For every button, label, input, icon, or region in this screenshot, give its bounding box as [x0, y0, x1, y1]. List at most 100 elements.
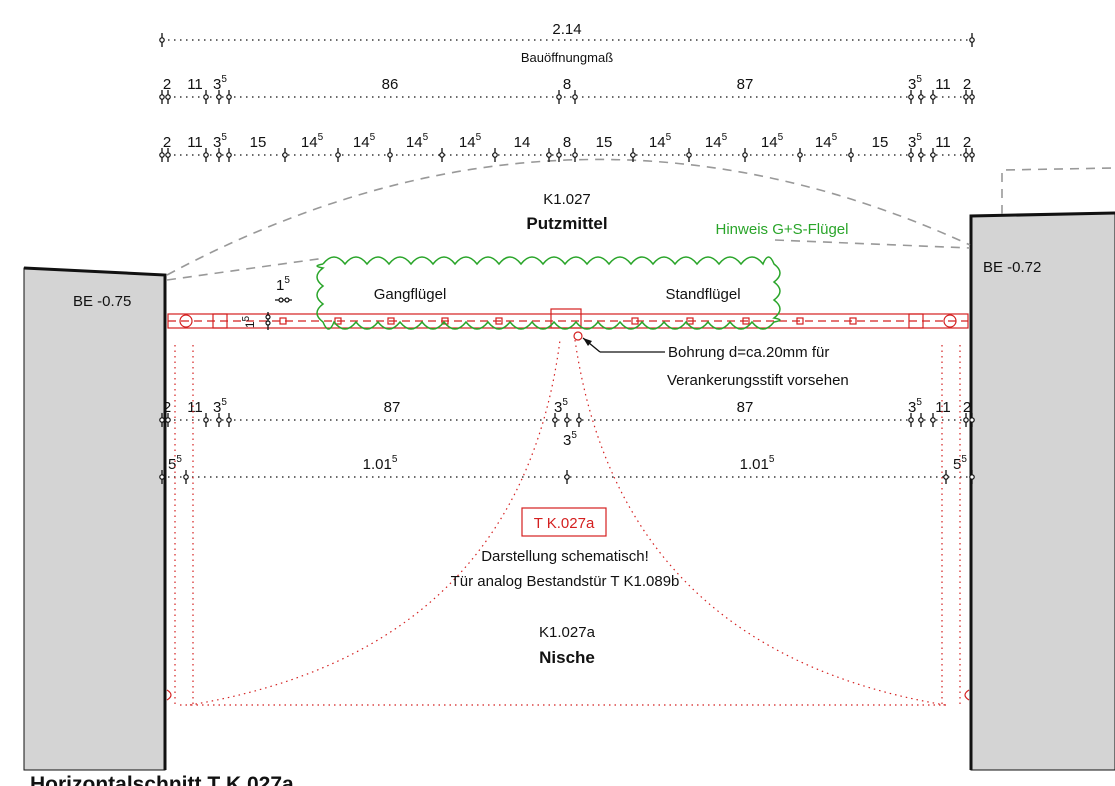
dimension-marker: [797, 152, 803, 158]
dimension-marker: [969, 417, 975, 423]
dimension-marker: [556, 152, 562, 158]
hint-green: Hinweis G+S-Flügel: [716, 221, 849, 238]
revision-cloud: [316, 256, 781, 330]
drill-leader: [582, 337, 665, 353]
dimension-marker: [969, 94, 975, 100]
dimension-label: 87: [384, 399, 401, 416]
dimension-label: 11: [187, 134, 203, 151]
dimension-label: 2: [163, 399, 171, 416]
door-tag-box: [521, 507, 607, 537]
level-right: BE -0.72: [983, 259, 1041, 276]
dimension-marker: [943, 474, 949, 480]
dimension-marker: [572, 152, 578, 158]
dimension-label: 15: [596, 134, 613, 151]
dimension-label: 145: [353, 132, 376, 151]
dimension-marker: [963, 94, 969, 100]
dimension-marker: [546, 152, 552, 158]
dimension-row-3: 2 11 35 15 145 145 145 145 14 8 15 145 145 145 145 15 35…: [159, 132, 975, 162]
frame-anchor: [849, 317, 857, 325]
dimension-row-2: 2 11 35 86 8 87 35 11 2: [159, 74, 975, 104]
room-number-bottom: K1.027a: [539, 624, 596, 641]
dimension-label: 35: [908, 397, 922, 416]
dimension-marker: [908, 94, 914, 100]
dimension-label: 35: [908, 132, 922, 151]
right-wall: [970, 212, 1115, 771]
dimension-label: 8: [563, 134, 571, 151]
dimension-row-lower-1: 2 11 35 87 35 87 35 11 2 35: [159, 397, 975, 449]
walls: [23, 167, 1115, 771]
dimension-marker: [963, 152, 969, 158]
dimension-label: 55: [953, 454, 967, 473]
dimension-marker: [165, 94, 171, 100]
dimension-label: 1.015: [740, 454, 775, 473]
dimension-marker: [556, 94, 562, 100]
dimension-label: 87: [737, 399, 754, 416]
dimension-label: 145: [406, 132, 429, 151]
dimension-marker: [918, 94, 924, 100]
dimension-marker: [969, 152, 975, 158]
dimension-label: 14: [514, 134, 531, 151]
dimension-marker: [282, 152, 288, 158]
frame-anchor: [334, 317, 342, 325]
dimension-label: 145: [705, 132, 728, 151]
dimension-marker: [908, 417, 914, 423]
dimension-label: 35: [213, 397, 227, 416]
drawing-title: Horizontalschnitt T K.027a: [30, 773, 294, 786]
dimension-row-lower-2: 55 1.015 1.015 55: [159, 454, 975, 484]
dimension-label: 86: [382, 76, 399, 93]
dimension-marker: [159, 474, 165, 480]
dimension-label: 145: [459, 132, 482, 151]
dimension-label: 2: [163, 76, 171, 93]
dimension-label: 15: [872, 134, 889, 151]
frame-anchor: [631, 317, 639, 325]
drill-note-line1: Bohrung d=ca.20mm für: [668, 344, 829, 361]
dimension-label: 11: [935, 134, 951, 151]
dimension-marker: [203, 94, 209, 100]
dimension-label: 145: [761, 132, 784, 151]
dimension-marker: [742, 152, 748, 158]
svg-text:15: 15: [241, 315, 257, 328]
leaf-left-label: Gangflügel: [374, 286, 447, 303]
dimension-label: 145: [301, 132, 324, 151]
dimension-label: 145: [649, 132, 672, 151]
dimension-marker: [963, 417, 969, 423]
dimension-marker: [572, 94, 578, 100]
dimension-label: 2: [963, 76, 971, 93]
dimension-row-overall: 2.14 Bauöffnungmaß: [159, 21, 975, 65]
dimension-marker: [686, 152, 692, 158]
left-wall: [23, 267, 166, 771]
leaf-right-label: Standflügel: [665, 286, 740, 303]
dimension-label: 87: [737, 76, 754, 93]
dimension-marker: [930, 152, 936, 158]
room-number-top: K1.027: [543, 191, 591, 208]
dimension-label: 35: [213, 74, 227, 93]
dimension-marker: [564, 417, 570, 423]
dimension-marker: [630, 152, 636, 158]
dimension-marker: [918, 152, 924, 158]
dimension-label: 35: [563, 430, 577, 449]
dimension-marker: [183, 474, 189, 480]
dimension-marker: [216, 417, 222, 423]
dimension-label: 35: [213, 132, 227, 151]
dimension-marker: [552, 417, 558, 423]
room-name-bottom: Nische: [539, 648, 595, 667]
frame-anchor: [686, 317, 694, 325]
dimension-label: 35: [554, 397, 568, 416]
door-tag: T K.027a: [534, 515, 595, 532]
drill-note-line2: Verankerungsstift vorsehen: [667, 372, 849, 389]
frame-small-dims: 15 15: [241, 275, 292, 330]
dimension-marker: [216, 94, 222, 100]
dimension-marker: [930, 94, 936, 100]
dimension-label: 8: [563, 76, 571, 93]
door-frame: [166, 308, 970, 706]
dimension-marker: [165, 152, 171, 158]
dimension-marker: [387, 152, 393, 158]
dimension-marker: [203, 417, 209, 423]
overall-dimension: 2.14: [552, 21, 581, 38]
dimension-label: 2: [963, 399, 971, 416]
dimension-label: 11: [187, 399, 203, 416]
frame-anchor: [387, 317, 395, 325]
dimension-label: 35: [908, 74, 922, 93]
schematic-note-1: Darstellung schematisch!: [481, 548, 649, 565]
dimension-label: 55: [168, 454, 182, 473]
